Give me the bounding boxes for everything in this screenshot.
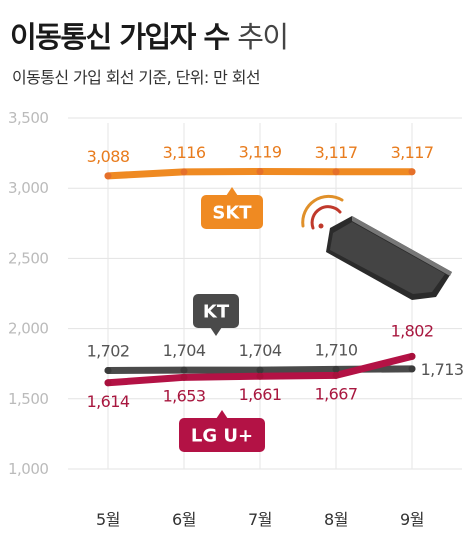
data-label: 1,661 (239, 385, 282, 404)
y-tick-label: 3,500 (8, 109, 48, 127)
data-point (256, 167, 264, 175)
badge-label: KT (203, 302, 230, 323)
series-badges: SKT KT LG U+ (179, 187, 265, 452)
series-badge-kt: KT (193, 294, 239, 336)
smartphone-wifi-icon (301, 194, 452, 300)
data-label: 1,704 (239, 341, 282, 360)
data-point (104, 366, 112, 374)
data-point (180, 168, 188, 176)
data-point (332, 168, 340, 176)
x-tick-label: 6월 (172, 510, 196, 529)
y-tick-label: 2,000 (8, 320, 48, 338)
data-label: 3,088 (87, 147, 130, 166)
data-point (256, 366, 264, 374)
data-point (332, 365, 340, 373)
data-label: 1,702 (87, 341, 130, 360)
grid: 1,000 1,500 2,000 2,500 3,000 3,500 5월 6월 7월 8월 9월 (8, 109, 462, 529)
badge-tail (226, 187, 238, 196)
data-point (256, 372, 264, 380)
x-tick-label: 8월 (324, 510, 348, 529)
data-label: 3,119 (239, 142, 282, 161)
data-label: 1,710 (315, 340, 358, 359)
data-point (180, 373, 188, 381)
x-tick-label: 9월 (400, 510, 424, 529)
data-point (104, 172, 112, 180)
data-label: 3,117 (315, 143, 358, 162)
data-point (332, 371, 340, 379)
data-point (408, 365, 416, 373)
data-label: 1,653 (163, 386, 206, 405)
badge-label: LG U+ (191, 426, 253, 447)
badge-tail (210, 327, 222, 336)
x-tick-label: 7월 (248, 510, 272, 529)
series-badge-skt: SKT (201, 187, 263, 229)
page-title: 이동통신 가입자 수 추이 (10, 14, 289, 56)
badge-bg (193, 294, 239, 328)
data-point (104, 379, 112, 387)
data-point (408, 352, 416, 360)
data-label: 1,614 (87, 392, 130, 411)
y-tick-label: 1,500 (8, 390, 48, 408)
badge-label: SKT (212, 203, 252, 224)
series-badge-lgu: LG U+ (179, 410, 265, 452)
y-tick-label: 1,000 (8, 460, 48, 478)
y-tick-label: 2,500 (8, 249, 48, 267)
data-point (180, 366, 188, 374)
badge-bg (201, 195, 263, 229)
title-bold: 이동통신 가입자 수 (10, 20, 230, 54)
data-label: 1,667 (315, 384, 358, 403)
data-label: 1,802 (391, 321, 434, 340)
data-label: 1,704 (163, 341, 206, 360)
data-label: 3,117 (391, 143, 434, 162)
series-lines (104, 167, 416, 387)
y-tick-label: 3,000 (8, 179, 48, 197)
data-point (408, 168, 416, 176)
chart-subtitle: 이동통신 가입 회선 기준, 단위: 만 회선 (12, 68, 261, 87)
badge-tail (216, 410, 228, 419)
data-label: 1,713 (421, 360, 464, 379)
data-label: 3,116 (163, 143, 206, 162)
title-light: 추이 (237, 20, 289, 54)
badge-bg (179, 418, 265, 452)
x-tick-label: 5월 (96, 510, 120, 529)
data-labels: 3,088 3,116 3,119 3,117 3,117 1,702 1,704 1,704… (87, 142, 464, 410)
